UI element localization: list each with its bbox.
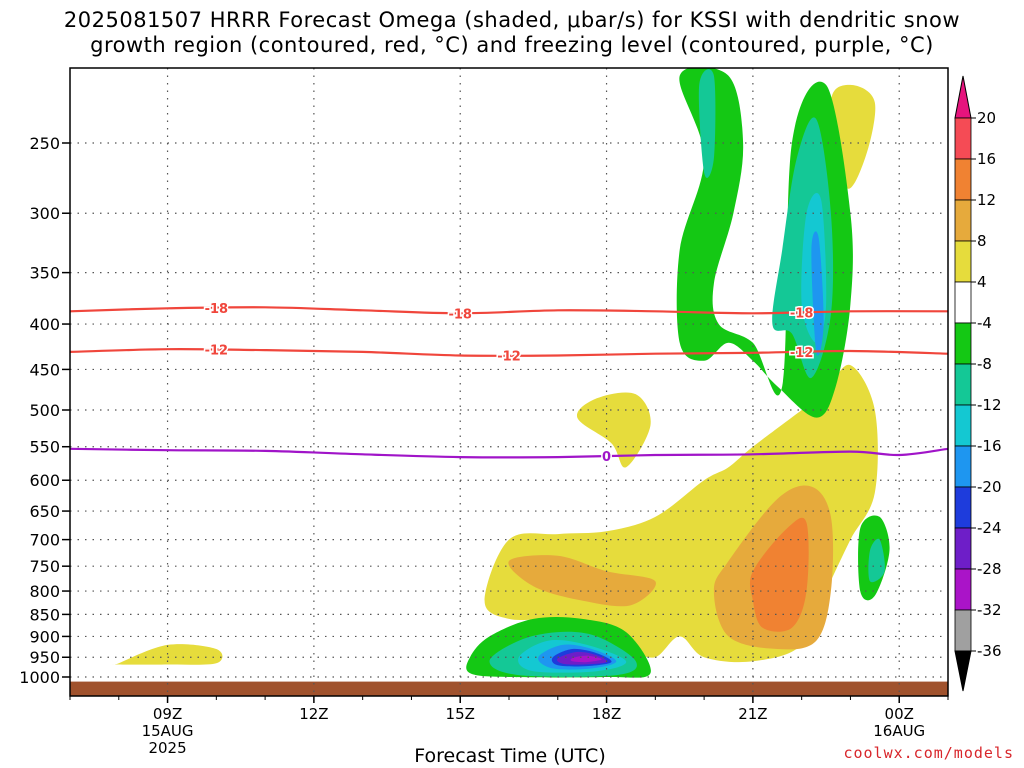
colorbar-band [954,445,972,488]
y-tick-label: 250 [29,134,60,153]
omega-region [508,555,656,607]
y-tick-label: 600 [29,471,60,490]
colorbar-band [954,117,972,160]
omega-region [570,655,602,663]
contour-line [70,306,948,315]
colorbar-label: -8 [977,355,992,373]
y-tick-label: 400 [29,315,60,334]
y-tick-label: 1000 [19,668,60,687]
contour-line [70,447,948,459]
colorbar-label: -28 [977,560,1002,578]
omega-region [868,538,885,583]
colorbar-label: -4 [977,314,992,332]
contour-label: -18 [790,306,814,321]
colorbar-label: 4 [977,273,987,291]
contour-label: 0 [602,450,611,465]
colorbar-label: -36 [977,642,1002,660]
y-tick-label: 500 [29,401,60,420]
colorbar-band [954,568,972,611]
y-tick-label: 900 [29,627,60,646]
y-tick-label: 350 [29,264,60,283]
y-tick-label: 700 [29,531,60,550]
colorbar-band [954,404,972,447]
contour-lines: -18 -18 -18 -12 -12 -12 0 [70,300,948,467]
colorbar-band [954,158,972,201]
colorbar-label: -16 [977,437,1002,455]
x-tick-label: 21Z [738,705,767,723]
colorbar-bottom-arrow [954,650,972,692]
colorbar-band [954,527,972,570]
colorbar-band [954,281,972,324]
colorbar-top-arrow [954,75,972,119]
colorbar: 20 16 12 8 4 -4 -8 -12 -16 -20 -24 -28 -32 -36 [954,75,1002,692]
contour-line [70,348,948,357]
omega-region [112,644,223,666]
x-tick-label: 00Z [885,705,914,723]
colorbar-label: 8 [977,232,987,250]
colorbar-label: -12 [977,396,1002,414]
colorbar-label: 16 [977,150,996,168]
colorbar-label: 20 [977,109,996,127]
chart-title-line-1: 2025081507 HRRR Forecast Omega (shaded, … [63,8,961,32]
x-tick-date: 16AUG [873,722,925,740]
y-tick-label: 800 [29,582,60,601]
contour-label: -12 [497,349,521,364]
contour-label: -12 [790,346,814,361]
colorbar-band [954,609,972,652]
colorbar-band [954,363,972,406]
y-tick-label: 550 [29,438,60,457]
x-tick-label: 15Z [446,705,475,723]
y-tick-label: 300 [29,204,60,223]
colorbar-band [954,240,972,283]
x-tick-label: 18Z [592,705,621,723]
x-axis-label: Forecast Time (UTC) [414,745,606,767]
y-axis: 250 300 350 400 450 500 550 600 650 700 750 800 850 9… [19,134,70,687]
terrain-band [70,681,948,696]
y-tick-label: 650 [29,502,60,521]
colorbar-label: -32 [977,601,1002,619]
x-tick-label: 09Z [153,705,182,723]
colorbar-label: -24 [977,519,1002,537]
colorbar-band [954,322,972,365]
x-tick-year: 2025 [148,739,186,757]
y-tick-label: 750 [29,557,60,576]
y-tick-label: 850 [29,605,60,624]
y-tick-label: 950 [29,648,60,667]
x-tick-label: 12Z [299,705,328,723]
credit-text: coolwx.com/models [843,744,1014,762]
contour-label: -18 [205,302,229,317]
omega-shading [70,68,948,696]
chart-title-line-2: growth region (contoured, red, °C) and f… [90,33,934,57]
colorbar-label: 12 [977,191,996,209]
colorbar-band [954,199,972,242]
x-tick-date: 15AUG [142,722,194,740]
y-tick-label: 450 [29,360,60,379]
omega-region [749,517,809,632]
contour-label: -18 [448,307,472,322]
omega-region [698,69,716,178]
colorbar-label: -20 [977,478,1002,496]
colorbar-band [954,486,972,529]
omega-region [576,392,651,468]
contour-label: -12 [205,344,229,359]
